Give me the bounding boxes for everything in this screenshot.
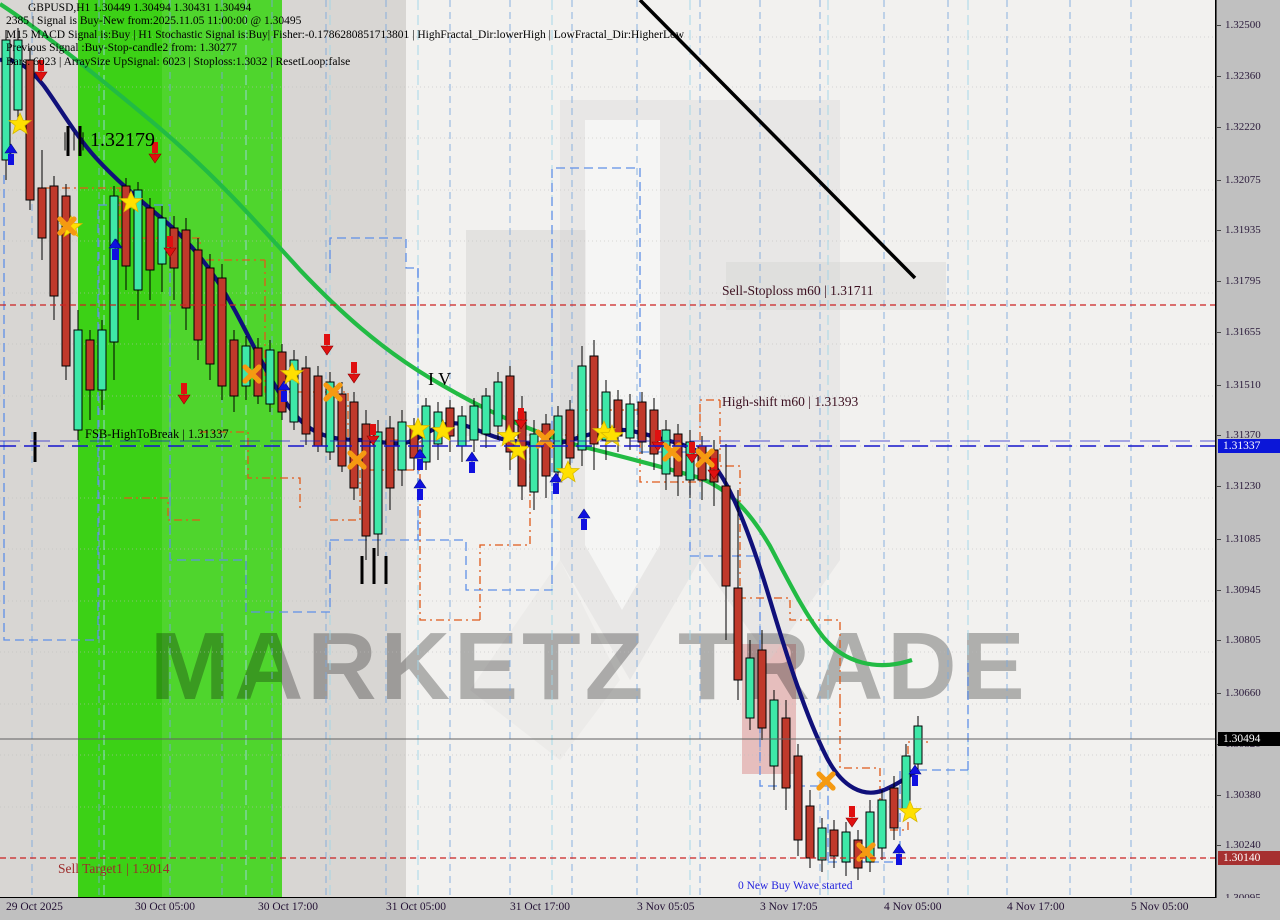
time-axis-tick: 30 Oct 05:00 <box>135 901 196 913</box>
time-axis-tick: 3 Nov 05:05 <box>637 901 695 913</box>
sell-target1-label: Sell Target1 | 1.3014 <box>58 861 170 876</box>
price-axis-tick-mark <box>1217 384 1221 386</box>
price-axis-tick-mark <box>1217 25 1221 27</box>
trendline-black <box>638 0 917 280</box>
price-axis-tick: 1.31655 <box>1225 325 1261 338</box>
price-axis-tick: 1.31795 <box>1225 275 1261 288</box>
chart-drawing-layer <box>0 0 1216 898</box>
price-axis[interactable]: 1.32500 1.32360 1.32220 1.32075 1.31935 1.317… <box>1216 0 1280 904</box>
time-axis-tick: 4 Nov 05:00 <box>884 901 942 913</box>
price-axis-tick: 1.30240 <box>1225 839 1261 852</box>
price-axis-tick: 1.30660 <box>1225 687 1261 699</box>
price-axis-tick-mark <box>1217 179 1221 181</box>
price-axis-tick: 1.31935 <box>1225 224 1261 237</box>
price-axis-tick: 1.30805 <box>1225 634 1261 647</box>
price-axis-tick: 1.32360 <box>1225 70 1261 83</box>
price-axis-tick-mark <box>1217 76 1221 78</box>
moving-average-fast <box>0 57 920 795</box>
moving-average-slow <box>0 2 913 668</box>
stoploss-price-badge: 1.30140 <box>1218 851 1280 865</box>
price-axis-tick: 1.31370 <box>1225 429 1261 442</box>
price-axis-tick: 1.32075 <box>1225 173 1261 186</box>
ask-price-badge: 1.30494 <box>1218 732 1280 746</box>
price-axis-tick-mark <box>1217 230 1221 232</box>
price-axis-tick-mark <box>1217 538 1221 540</box>
price-axis-tick: 1.31230 <box>1225 480 1261 493</box>
time-axis-tick: 3 Nov 17:05 <box>760 901 818 913</box>
wave-iv-label: I V <box>428 369 452 389</box>
chart-plot-area[interactable]: MARKETZ TRADE <box>0 0 1216 898</box>
bid-price-badge: 1.31337 <box>1218 439 1280 453</box>
time-axis[interactable]: 29 Oct 2025 30 Oct 05:00 30 Oct 17:00 31 Oc… <box>0 898 1280 920</box>
price-axis-tick-mark <box>1217 126 1221 128</box>
price-axis-tick: 1.32500 <box>1225 19 1261 32</box>
time-axis-tick: 31 Oct 05:00 <box>386 901 447 913</box>
new-buy-wave-label: 0 New Buy Wave started <box>738 880 853 892</box>
price-axis-tick: 1.31510 <box>1225 378 1261 391</box>
price-axis-tick: 1.31085 <box>1225 532 1261 545</box>
price-axis-tick-mark <box>1217 640 1221 642</box>
price-axis-tick-mark <box>1217 693 1221 694</box>
price-axis-tick-mark <box>1217 331 1221 333</box>
time-axis-tick: 4 Nov 17:00 <box>1007 901 1065 913</box>
price-levels <box>0 304 1216 859</box>
price-axis-tick-mark <box>1217 486 1221 488</box>
price-axis-tick: 1.32220 <box>1225 120 1261 133</box>
price-axis-tick-mark <box>1217 845 1221 847</box>
sell-stoploss-label: Sell-Stoploss m60 | 1.31711 <box>722 283 874 298</box>
price-axis-tick-mark <box>1217 794 1221 796</box>
time-axis-tick: 30 Oct 17:00 <box>258 901 319 913</box>
time-axis-tick: 29 Oct 2025 <box>6 901 63 913</box>
high-shift-label: High-shift m60 | 1.31393 <box>722 394 859 409</box>
price-axis-tick-mark <box>1217 281 1221 283</box>
bg-zone-white <box>406 0 1216 898</box>
time-axis-tick: 5 Nov 05:00 <box>1131 901 1189 913</box>
price-axis-tick: 1.30945 <box>1225 583 1261 596</box>
fractal-high-label: | | | 1.32179 <box>63 129 156 151</box>
time-axis-tick: 31 Oct 17:00 <box>510 901 571 913</box>
price-axis-tick-mark <box>1217 589 1221 591</box>
bg-zone-green <box>78 0 282 898</box>
price-axis-tick: 1.30380 <box>1225 788 1261 801</box>
price-axis-tick-mark <box>1217 435 1221 437</box>
fsb-high-to-break-label: FSB-HighToBreak | 1.31337 <box>85 427 229 441</box>
